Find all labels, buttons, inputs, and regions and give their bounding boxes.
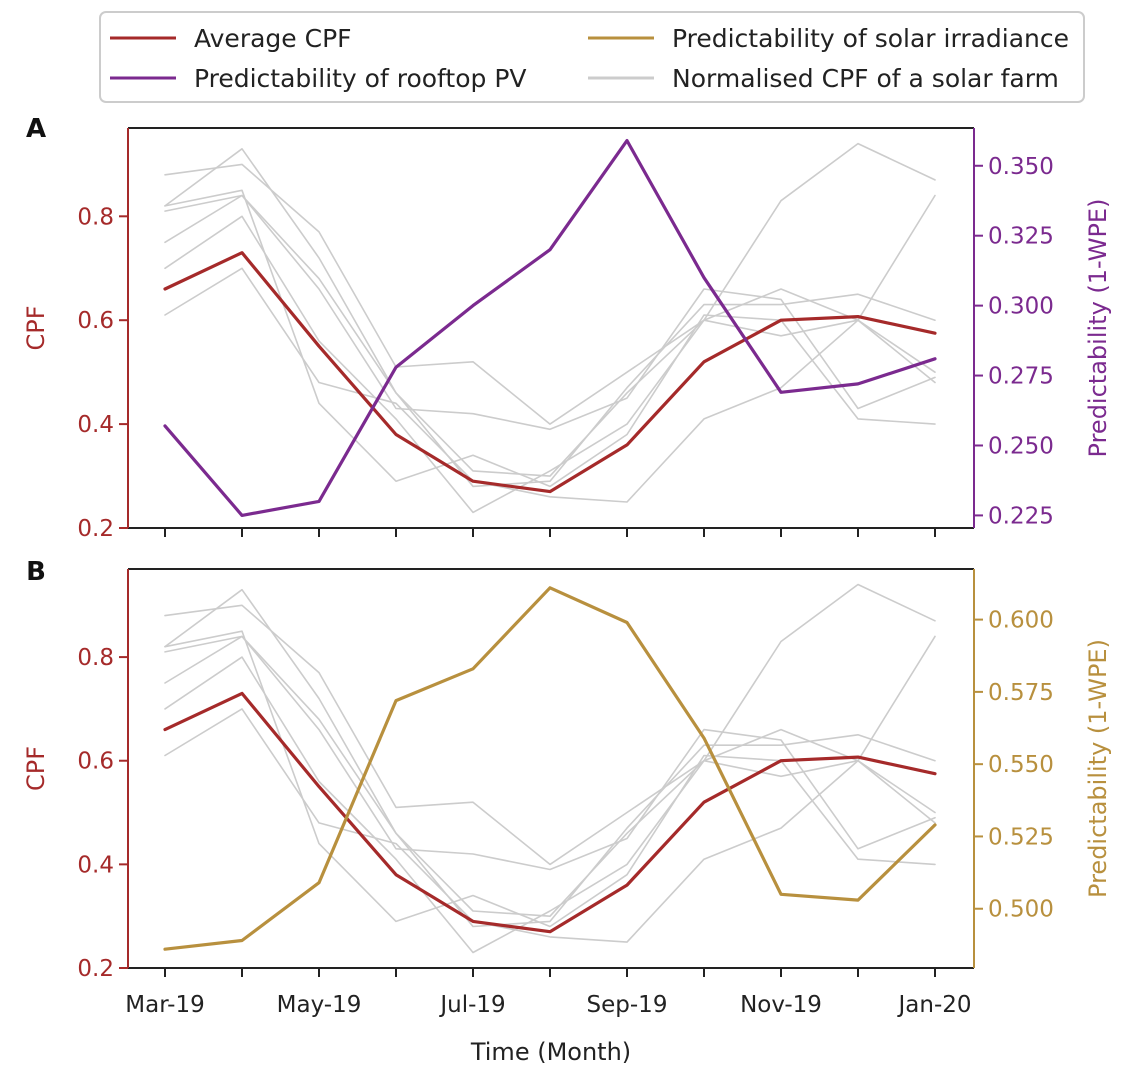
series-line-normalised-cpf-of-a-solar-farm-3 <box>164 142 936 425</box>
series-line-normalised-cpf-of-a-solar-farm-5 <box>164 635 936 928</box>
series-line-average-cpf-1 <box>163 251 937 494</box>
series-line-normalised-cpf-of-a-solar-farm-5 <box>164 194 936 488</box>
y-left-tick-label: 0.4 <box>77 852 114 878</box>
x-axis-label: Time (Month) <box>470 1038 631 1066</box>
x-tick-label: Jan-20 <box>896 992 971 1018</box>
series-line-average-cpf-1 <box>163 691 937 934</box>
legend-box <box>99 11 1085 103</box>
y-left-tick-label: 0.6 <box>77 308 114 334</box>
series-line-normalised-cpf-of-a-solar-farm-9 <box>164 189 936 488</box>
series-line-predictability-of-solar-irradiance-2 <box>163 586 937 951</box>
series-line-predictability-of-rooftop-pv-2 <box>163 139 937 518</box>
series-line-normalised-cpf-of-a-solar-farm-9 <box>164 630 936 928</box>
y-left-tick-label: 0.2 <box>77 516 114 542</box>
y-right-tick-label: 0.225 <box>988 503 1054 529</box>
series-line-normalised-cpf-of-a-solar-farm-6 <box>164 194 936 431</box>
y-right-tick-label: 0.600 <box>988 608 1054 634</box>
x-tick-label: Mar-19 <box>125 992 205 1018</box>
y-right-tick-label: 0.500 <box>988 897 1054 923</box>
legend-label-2: Predictability of solar irradiance <box>672 24 1069 53</box>
y-right-tick-label: 0.525 <box>988 824 1054 850</box>
series-line-normalised-cpf-of-a-solar-farm-8 <box>164 267 936 503</box>
legend: Average CPF Predictability of solar irrad… <box>99 11 1085 103</box>
x-tick-label: Nov-19 <box>740 992 822 1018</box>
series-line-normalised-cpf-of-a-solar-farm-8 <box>164 708 936 943</box>
y-right-tick-label: 0.350 <box>988 154 1054 180</box>
series-line-normalised-cpf-of-a-solar-farm-7 <box>164 194 936 514</box>
y-left-axis-label: CPF <box>22 305 50 350</box>
y-left-tick-label: 0.8 <box>77 204 114 230</box>
legend-label-4: Normalised CPF of a solar farm <box>672 64 1059 93</box>
y-left-tick-label: 0.8 <box>77 645 114 671</box>
series-line-normalised-cpf-of-a-solar-farm-6 <box>164 635 936 871</box>
y-left-tick-label: 0.6 <box>77 749 114 775</box>
panels: A 0.2 0.4 0.6 0.8 0.225 0.250 0.275 0.300 0.325 0.… <box>22 114 1112 1018</box>
y-right-tick-label: 0.275 <box>988 364 1054 390</box>
x-tick-label: Sep-19 <box>587 992 668 1018</box>
y-left-tick-label: 0.2 <box>77 956 114 982</box>
panel-label: A <box>26 114 46 144</box>
y-right-tick-label: 0.325 <box>988 224 1054 250</box>
x-tick-label: Jul-19 <box>438 992 505 1018</box>
y-right-tick-label: 0.300 <box>988 294 1054 320</box>
y-right-tick-label: 0.550 <box>988 752 1054 778</box>
y-right-tick-label: 0.575 <box>988 680 1054 706</box>
y-right-axis-label: Predictability (1-WPE) <box>1084 199 1112 458</box>
legend-label-1: Average CPF <box>194 24 352 53</box>
series-line-normalised-cpf-of-a-solar-farm-4 <box>164 148 936 477</box>
series-line-normalised-cpf-of-a-solar-farm-7 <box>164 635 936 954</box>
y-left-tick-label: 0.4 <box>77 412 114 438</box>
panel-b: B Mar-19 May-19 Jul-19 Sep-19 Nov-19 Jan-20 0.2… <box>22 557 1112 1018</box>
y-left-axis-label: CPF <box>22 746 50 791</box>
legend-label-3: Predictability of rooftop PV <box>194 64 527 93</box>
panel-label: B <box>26 557 46 587</box>
series-line-normalised-cpf-of-a-solar-farm-4 <box>164 588 936 918</box>
x-tick-label: May-19 <box>277 992 362 1018</box>
panel-a: A 0.2 0.4 0.6 0.8 0.225 0.250 0.275 0.300 0.325 0.… <box>22 114 1112 542</box>
y-right-axis-label: Predictability (1-WPE) <box>1084 639 1112 898</box>
series-line-normalised-cpf-of-a-solar-farm-3 <box>164 583 936 866</box>
y-right-tick-label: 0.250 <box>988 433 1054 459</box>
